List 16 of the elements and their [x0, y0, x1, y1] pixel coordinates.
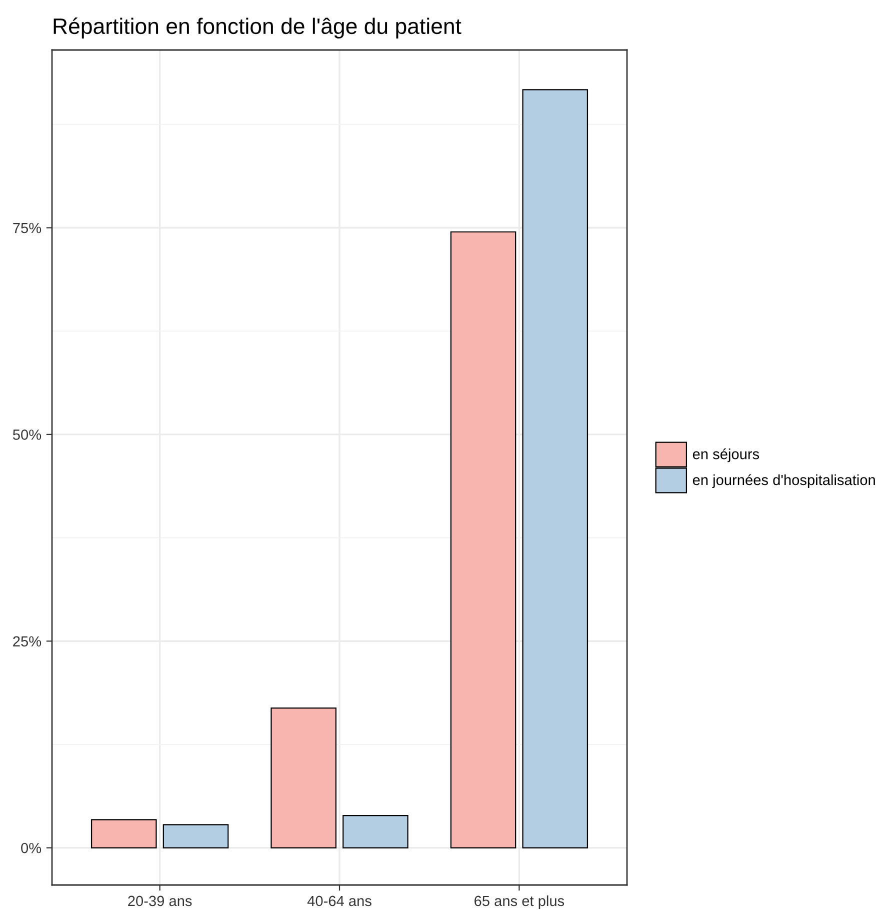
bar — [522, 89, 588, 848]
y-tick-label: 50% — [12, 430, 42, 440]
chart-title: Répartition en fonction de l'âge du patient — [54, 18, 462, 38]
bar — [342, 815, 408, 848]
bar — [450, 231, 516, 848]
y-tick-label: 75% — [13, 222, 42, 234]
y-tick-label: 0% — [21, 842, 42, 854]
bar — [162, 824, 229, 848]
legend-label: en journées d'hospitalisation — [692, 474, 875, 488]
x-tick-label: 20-39 ans — [128, 896, 192, 906]
bar — [90, 819, 157, 848]
y-tick-label: 25% — [13, 636, 42, 647]
x-tick-label: 40-64 ans — [307, 896, 372, 906]
x-tick-label: 65 ans et plus — [474, 895, 564, 910]
bar — [270, 708, 336, 848]
legend-label: en séjours — [692, 448, 760, 462]
